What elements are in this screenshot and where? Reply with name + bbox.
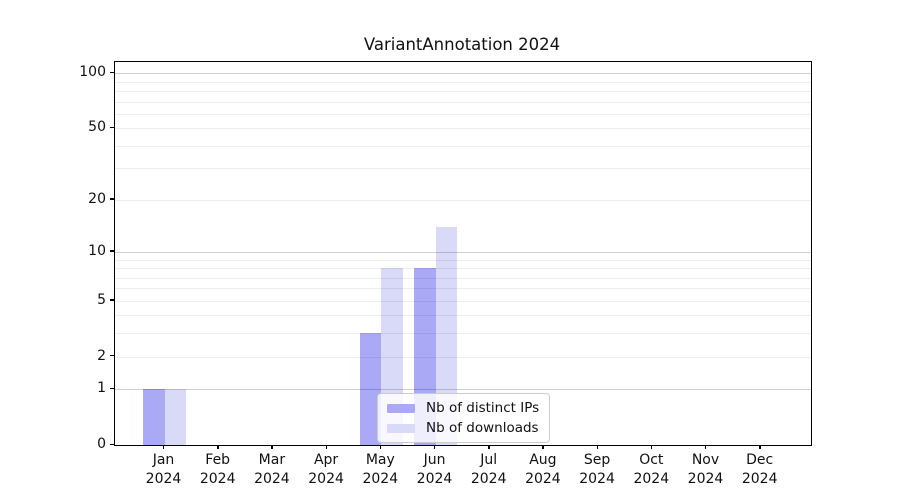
y-axis-tick [110, 198, 114, 200]
gridline-minor [115, 145, 811, 147]
gridline-major [115, 389, 811, 391]
y-axis-label: 50 [88, 119, 106, 136]
y-axis-tick [110, 126, 114, 129]
x-axis-tick [379, 445, 382, 450]
gridline-minor [115, 259, 811, 261]
x-axis-tick [542, 445, 544, 450]
gridline-minor [115, 128, 811, 130]
bar-may-ips [359, 333, 382, 445]
y-axis-label: 2 [97, 347, 106, 364]
gridline-major [115, 251, 811, 253]
gridline-major [115, 73, 811, 75]
x-axis-tick [163, 445, 165, 450]
x-axis-label-sep: Sep 2024 [579, 452, 615, 487]
gridline-minor [115, 300, 811, 302]
x-axis-label-jun: Jun 2024 [416, 452, 453, 487]
x-axis-label-dec: Dec 2024 [741, 452, 778, 487]
y-axis-tick [110, 355, 114, 357]
gridline-minor [115, 333, 811, 335]
plot-area: Nb of distinct IPs Nb of downloads [114, 61, 812, 446]
gridline-minor [115, 356, 811, 358]
legend-label: Nb of downloads [426, 420, 539, 436]
gridline-minor [115, 113, 811, 115]
y-axis-tick [110, 250, 114, 252]
x-axis-label-apr: Apr 2024 [308, 452, 344, 487]
x-axis-tick [759, 445, 761, 450]
legend-swatch [387, 403, 415, 413]
legend-entry: Nb of downloads [387, 420, 539, 436]
y-axis-tick [110, 443, 114, 445]
x-axis-tick [596, 445, 598, 450]
x-axis-tick [271, 445, 273, 450]
y-axis-label: 1 [97, 380, 106, 397]
x-axis-label-feb: Feb 2024 [199, 452, 236, 487]
chart-title: VariantAnnotation 2024 [363, 35, 561, 54]
x-axis-tick [434, 445, 436, 450]
y-axis-label: 0 [97, 436, 106, 452]
x-axis-tick [217, 445, 219, 450]
x-axis-label-jan: Jan 2024 [145, 452, 182, 487]
legend: Nb of distinct IPs Nb of downloads [377, 393, 551, 443]
legend-entry: Nb of distinct IPs [387, 400, 539, 416]
y-axis-label: 5 [97, 291, 106, 308]
gridline-minor [115, 315, 811, 317]
gridline-minor [115, 288, 811, 290]
gridline-minor [115, 101, 811, 103]
bar-jan-downloads [164, 389, 186, 445]
y-axis-label: 100 [79, 64, 106, 81]
x-axis-tick [488, 445, 490, 450]
gridline-minor [115, 168, 811, 170]
gridline-minor [115, 268, 811, 269]
x-axis-tick [650, 445, 653, 450]
y-axis-label: 20 [88, 190, 106, 207]
x-axis-tick [325, 445, 327, 450]
y-axis-tick [110, 71, 114, 74]
x-axis-label-aug: Aug 2024 [525, 452, 561, 487]
bar-jun-downloads [435, 226, 457, 445]
y-axis-tick [110, 299, 114, 301]
x-axis-tick [705, 445, 707, 450]
y-axis-tick [110, 387, 114, 390]
gridline-minor [115, 199, 811, 201]
gridline-minor [115, 91, 811, 92]
x-axis-label-may: May 2024 [362, 452, 399, 487]
gridline-minor [115, 277, 811, 279]
x-axis-label-mar: Mar 2024 [254, 452, 290, 487]
bar-jan-ips [143, 389, 165, 445]
legend-label: Nb of distinct IPs [426, 400, 540, 416]
y-axis-label: 10 [88, 242, 106, 259]
x-axis-label-oct: Oct 2024 [633, 452, 670, 487]
x-axis-label-nov: Nov 2024 [687, 452, 724, 487]
legend-swatch [387, 423, 415, 433]
gridline-minor [115, 81, 811, 83]
x-axis-label-jul: Jul 2024 [470, 452, 507, 487]
